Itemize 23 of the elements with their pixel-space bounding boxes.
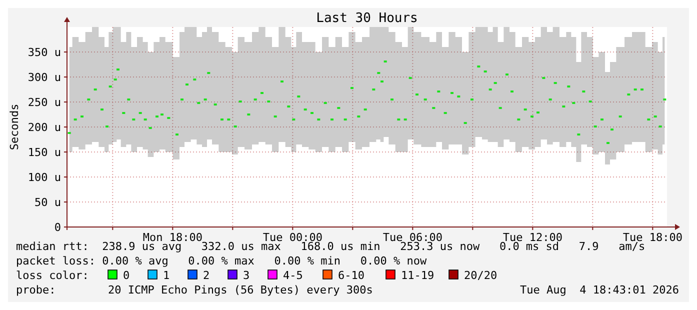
text: 11-19 — [401, 269, 434, 282]
y-tick-label: 350 u — [28, 46, 61, 59]
y-tick-label: 300 u — [28, 71, 61, 84]
y-tick-label: 250 u — [28, 96, 61, 109]
text: 1 — [163, 269, 170, 282]
text: 20 ICMP Echo Pings (56 Bytes) every 300s — [108, 284, 373, 296]
y-tick-label: 50 u — [34, 196, 61, 209]
text: loss color: — [16, 269, 89, 282]
y-axis-title: Seconds — [8, 104, 21, 150]
y-tick-label: 0 — [54, 221, 61, 234]
text: 6-10 — [338, 269, 364, 282]
text: 0 — [123, 269, 130, 282]
text: probe: — [16, 284, 56, 296]
y-tick-label: 100 u — [28, 171, 61, 184]
text: Tue Aug 4 18:43:01 2026 — [520, 284, 679, 296]
text: packet loss: 0.00 % avg 0.00 % max 0.00 % min 0.00 % now — [16, 254, 427, 268]
y-tick-label: 150 u — [28, 146, 61, 159]
text: 20/20 — [464, 269, 498, 282]
text: 4-5 — [283, 269, 303, 282]
chart-title: Last 30 Hours — [316, 11, 418, 26]
y-tick-label: 200 u — [28, 121, 61, 134]
text: 2 — [203, 269, 210, 282]
text: 3 — [243, 269, 250, 282]
